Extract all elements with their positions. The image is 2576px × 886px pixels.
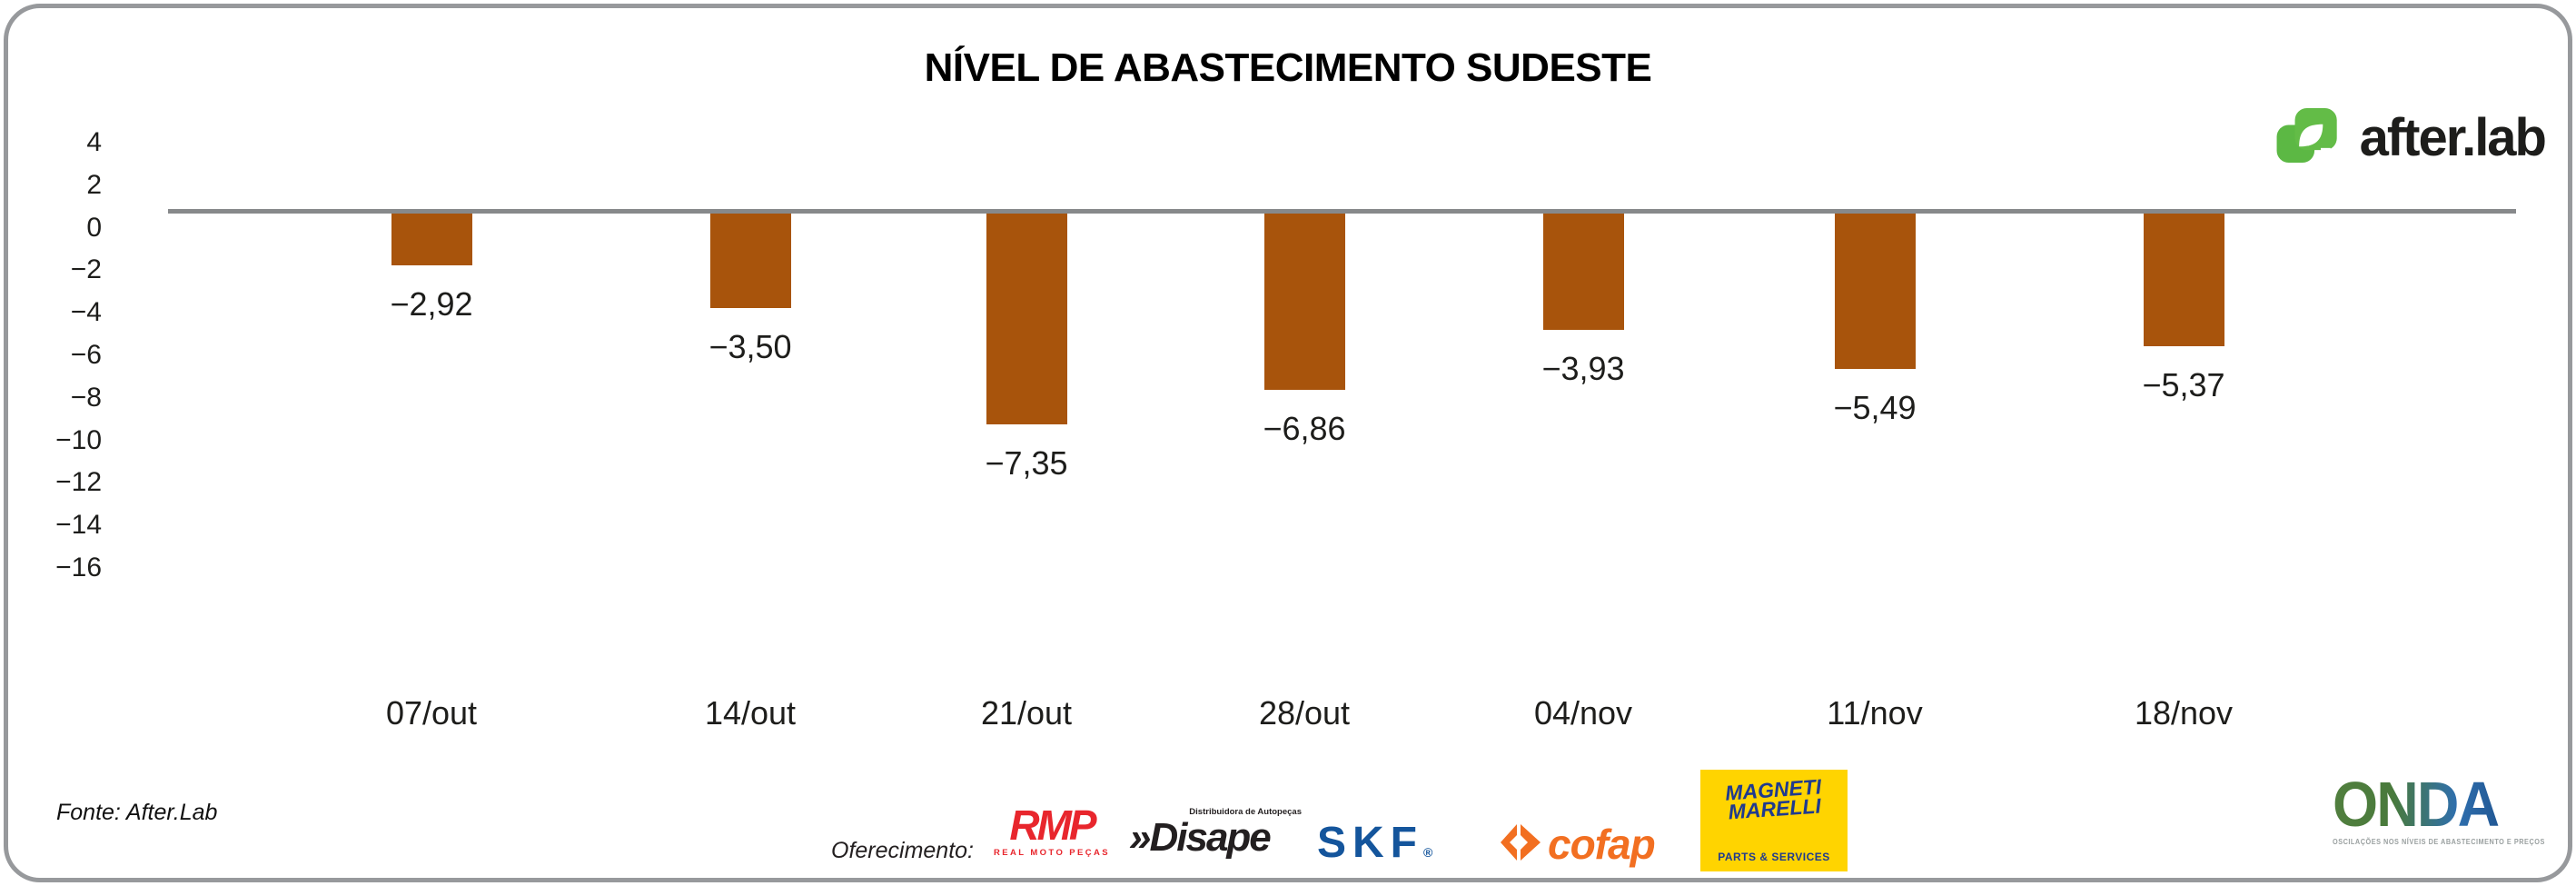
bar	[709, 214, 791, 308]
bar-value-label: −3,50	[708, 328, 792, 365]
cofap-logo: cofap	[1499, 820, 1656, 869]
afterlab-logo: after.lab	[2276, 107, 2547, 168]
y-axis-tick-label: −16	[55, 553, 102, 582]
bar-value-label: −6,86	[1263, 410, 1346, 447]
bar-value-label: −7,35	[985, 444, 1068, 482]
onda-logo-tagline: OSCILAÇÕES NOS NÍVEIS DE ABASTECIMENTO E…	[2333, 837, 2545, 846]
y-axis-tick-label: 0	[86, 212, 102, 243]
chart-card	[4, 4, 2572, 882]
y-axis-tick-label: −2	[70, 254, 102, 285]
y-axis-tick-label: 4	[86, 127, 102, 157]
chart-title: NÍVEL DE ABASTECIMENTO SUDESTE	[924, 45, 1652, 90]
bar-value-label: −5,37	[2142, 366, 2225, 403]
x-axis-category-label: 18/nov	[2134, 694, 2234, 732]
x-axis-category-label: 07/out	[385, 694, 478, 732]
bar	[391, 214, 472, 265]
bar-value-label: −2,92	[390, 285, 473, 323]
x-axis-category-label: 11/nov	[1827, 694, 1923, 732]
onda-logo: ONDA OSCILAÇÕES NOS NÍVEIS DE ABASTECIME…	[2333, 772, 2551, 846]
onda-logo-text: ONDA	[2333, 772, 2533, 836]
rmp-logo-text: RMP	[1009, 801, 1096, 849]
bar-value-label: −5,49	[1833, 389, 1917, 426]
y-axis-tick-label: −10	[55, 424, 102, 455]
disape-logo-subtitle: Distribuidora de Autopeças	[1189, 807, 1302, 817]
bar	[1542, 214, 1624, 330]
skf-logo: SKF®	[1317, 819, 1433, 867]
cofap-chevron-icon	[1499, 821, 1542, 869]
afterlab-logo-text: after.lab	[2359, 108, 2547, 167]
bar	[1263, 214, 1345, 390]
registered-mark: ®	[1423, 845, 1433, 860]
rmp-logo-subtitle: REAL MOTO PEÇAS	[993, 848, 1111, 858]
y-axis-tick-label: 2	[86, 169, 102, 200]
bar	[986, 214, 1067, 424]
rmp-logo: RMP REAL MOTO PEÇAS	[992, 801, 1112, 858]
x-axis-category-label: 04/nov	[1533, 694, 1633, 732]
disape-chevrons-icon: »	[1129, 815, 1152, 860]
afterlab-leaf-icon	[2276, 108, 2347, 167]
magneti-marelli-logo-text: MAGNETI MARELLI	[1724, 774, 1823, 824]
bar-value-label: −3,93	[1541, 350, 1625, 387]
x-axis-category-label: 21/out	[980, 694, 1073, 732]
y-axis-tick-label: −12	[55, 467, 102, 498]
source-note: Fonte: After.Lab	[56, 800, 218, 825]
bar	[2143, 214, 2224, 346]
magneti-marelli-subtitle: PARTS & SERVICES	[1718, 851, 1830, 863]
magneti-marelli-logo: MAGNETI MARELLI PARTS & SERVICES	[1700, 770, 1848, 871]
sponsorship-label: Oferecimento:	[831, 838, 975, 863]
y-axis-tick-label: −8	[70, 382, 102, 413]
bar	[1834, 214, 1916, 369]
y-axis-tick-label: −6	[70, 340, 102, 370]
x-axis-category-label: 14/out	[704, 694, 797, 732]
disape-logo: Distribuidora de Autopeças »Disape	[1129, 807, 1302, 859]
cofap-logo-text: cofap	[1548, 821, 1656, 868]
y-axis-tick-label: −14	[55, 510, 102, 541]
x-axis-category-label: 28/out	[1258, 694, 1351, 732]
zero-baseline	[168, 209, 2516, 214]
disape-logo-text: »Disape	[1129, 815, 1272, 860]
y-axis-tick-label: −4	[70, 297, 102, 328]
